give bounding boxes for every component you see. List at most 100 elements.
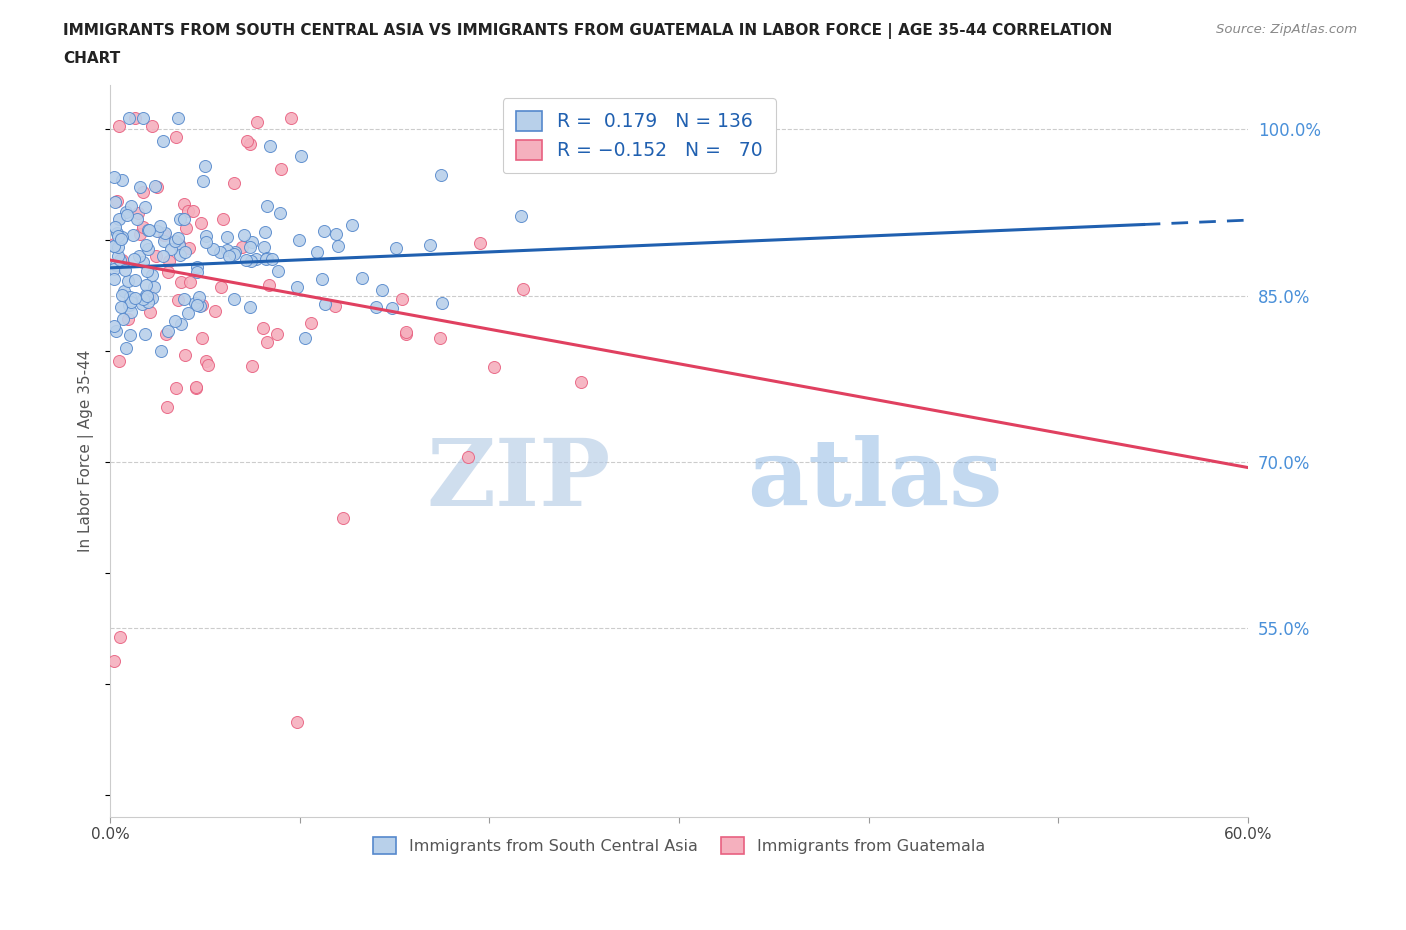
Point [270, 162, 292, 177]
Point [195, 229, 218, 244]
Point [143, 179, 166, 193]
Point [252, 321, 274, 336]
Point [395, 325, 418, 339]
Point [429, 331, 451, 346]
Point [222, 291, 245, 306]
Point [160, 242, 183, 257]
Point [107, 240, 129, 255]
Point [215, 243, 238, 258]
Point [174, 220, 197, 235]
Point [104, 219, 127, 234]
Point [135, 289, 157, 304]
Point [194, 159, 217, 174]
Point [191, 174, 214, 189]
Point [157, 253, 180, 268]
Point [135, 278, 157, 293]
Point [239, 299, 262, 314]
Point [184, 379, 207, 394]
Point [239, 239, 262, 254]
Point [167, 237, 190, 252]
Text: Source: ZipAtlas.com: Source: ZipAtlas.com [1216, 23, 1357, 36]
Point [184, 380, 207, 395]
Point [266, 264, 288, 279]
Text: ZIP: ZIP [426, 435, 610, 525]
Point [156, 324, 179, 339]
Point [136, 264, 159, 279]
Point [186, 298, 208, 312]
Point [105, 193, 128, 208]
Point [107, 248, 129, 263]
Point [194, 354, 217, 369]
Point [165, 381, 187, 396]
Point [104, 195, 127, 210]
Point [235, 133, 257, 148]
Point [468, 235, 491, 250]
Point [167, 231, 190, 246]
Point [325, 227, 347, 242]
Point [307, 245, 329, 259]
Point [239, 137, 262, 152]
Point [173, 197, 195, 212]
Point [191, 330, 214, 345]
Point [141, 268, 163, 283]
Point [153, 227, 176, 242]
Point [197, 358, 219, 373]
Point [326, 238, 349, 253]
Point [108, 629, 131, 644]
Point [184, 296, 207, 311]
Point [110, 299, 132, 314]
Point [235, 252, 257, 267]
Point [111, 230, 134, 245]
Point [311, 272, 333, 286]
Point [256, 199, 278, 214]
Point [253, 225, 276, 240]
Legend: Immigrants from South Central Asia, Immigrants from Guatemala: Immigrants from South Central Asia, Immi… [367, 830, 991, 860]
Point [202, 242, 225, 257]
Point [115, 207, 138, 222]
Point [153, 233, 176, 248]
Point [254, 251, 277, 266]
Point [150, 343, 173, 358]
Point [259, 139, 281, 153]
Point [103, 654, 125, 669]
Point [135, 237, 157, 252]
Point [186, 265, 208, 280]
Point [260, 252, 283, 267]
Point [288, 232, 311, 247]
Point [224, 176, 246, 191]
Point [419, 237, 441, 252]
Point [131, 219, 153, 234]
Point [103, 238, 125, 253]
Point [256, 335, 278, 350]
Point [239, 254, 262, 269]
Point [128, 227, 150, 242]
Point [108, 252, 131, 267]
Point [132, 111, 155, 126]
Point [173, 211, 195, 226]
Point [256, 250, 278, 265]
Point [156, 399, 179, 414]
Point [155, 326, 177, 341]
Point [114, 284, 136, 299]
Point [138, 223, 160, 238]
Point [141, 118, 163, 133]
Point [103, 238, 125, 253]
Point [204, 304, 226, 319]
Point [208, 245, 231, 259]
Point [179, 274, 201, 289]
Point [299, 316, 322, 331]
Point [218, 249, 240, 264]
Point [246, 114, 269, 129]
Point [114, 263, 136, 278]
Point [149, 218, 172, 232]
Point [240, 358, 263, 373]
Point [141, 290, 163, 305]
Point [215, 229, 238, 244]
Point [165, 313, 187, 328]
Point [128, 248, 150, 263]
Point [232, 227, 254, 242]
Point [152, 134, 174, 149]
Y-axis label: In Labor Force | Age 35-44: In Labor Force | Age 35-44 [79, 350, 94, 552]
Point [124, 111, 146, 126]
Point [209, 280, 232, 295]
